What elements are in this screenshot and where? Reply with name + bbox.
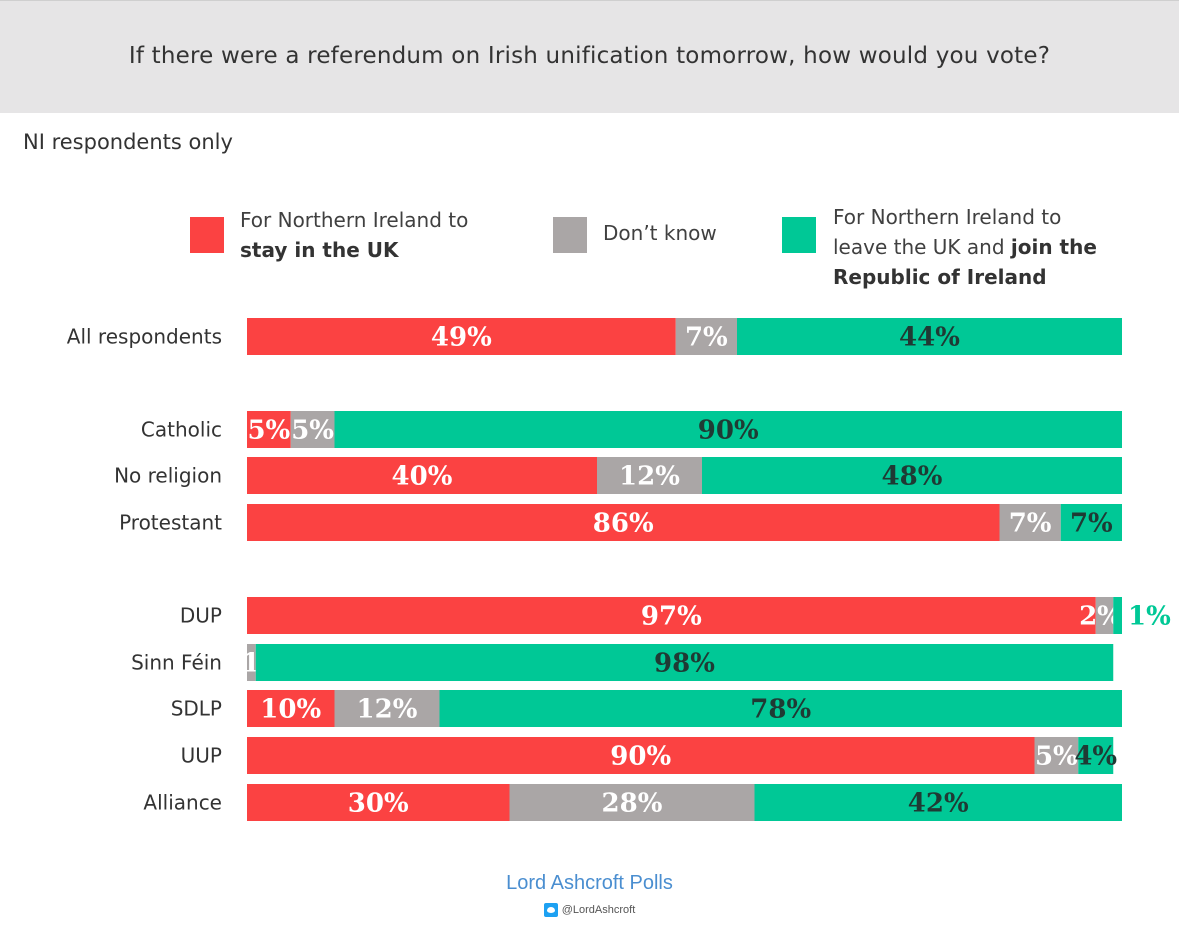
legend-swatch-join	[782, 217, 816, 253]
bar-stay-protestant	[247, 504, 1000, 541]
value-label-join-all-respondents: 44%	[899, 323, 960, 353]
value-label-dont-know-uup: 5%	[1035, 742, 1078, 772]
value-label-join-alliance: 42%	[908, 789, 969, 819]
value-label-dont-know-protestant: 7%	[1009, 509, 1052, 539]
bar-join-alliance	[754, 784, 1122, 821]
value-label-join-sinn-fein: 98%	[654, 649, 715, 679]
value-label-join-catholic: 90%	[698, 416, 759, 446]
bar-stay-uup	[247, 737, 1035, 774]
chart-title: If there were a referendum on Irish unif…	[128, 43, 1051, 69]
bar-join-dup	[1113, 597, 1122, 634]
twitter-icon	[543, 903, 558, 917]
value-label-stay-no-religion: 40%	[392, 462, 453, 492]
bar-stay-no-religion	[247, 457, 597, 494]
legend-stay-line1: For Northern Ireland to	[240, 208, 469, 232]
value-label-stay-all-respondents: 49%	[431, 323, 492, 353]
bar-dont-know-no-religion	[597, 457, 702, 494]
bar-dont-know-protestant	[999, 504, 1061, 541]
bar-dont-know-catholic	[290, 411, 335, 448]
value-label-stay-catholic: 5%	[247, 416, 290, 446]
bar-stay-all-respondents	[247, 318, 676, 355]
category-label-dup: DUP	[180, 604, 222, 628]
twitter-handle: @LordAshcroft	[561, 903, 636, 916]
bar-dont-know-sdlp	[334, 690, 440, 727]
bar-join-no-religion	[702, 457, 1122, 494]
value-label-stay-sdlp: 10%	[260, 695, 321, 725]
bar-join-uup	[1078, 737, 1114, 774]
legend-label-join: For Northern Ireland to leave the UK and…	[833, 202, 1097, 292]
legend-dont-know-line1: Don’t know	[603, 221, 717, 245]
legend-stay-line2: stay in the UK	[240, 238, 399, 262]
bar-join-catholic	[334, 411, 1122, 448]
footer-handle-row: @LordAshcroft	[0, 903, 1179, 917]
bar-join-sinn-fein	[255, 644, 1114, 681]
legend-swatch-dont-know	[553, 217, 587, 253]
bar-stay-alliance	[247, 784, 510, 821]
bar-stay-sdlp	[247, 690, 335, 727]
category-label-protestant: Protestant	[119, 511, 222, 535]
value-label-dont-know-catholic: 5%	[291, 416, 334, 446]
bar-join-protestant	[1060, 504, 1122, 541]
chart-subtitle: NI respondents only	[23, 130, 233, 154]
bar-stay-dup	[247, 597, 1096, 634]
bar-dont-know-uup	[1034, 737, 1079, 774]
bar-stay-catholic	[247, 411, 291, 448]
legend-label-dont-know: Don’t know	[603, 218, 717, 248]
category-label-all-respondents: All respondents	[67, 325, 222, 349]
footer-brand: Lord Ashcroft Polls	[506, 872, 673, 894]
value-label-stay-dup: 97%	[641, 602, 702, 632]
value-label-dont-know-alliance: 28%	[602, 789, 663, 819]
value-label-join-no-religion: 48%	[882, 462, 943, 492]
value-label-dont-know-sdlp: 12%	[357, 695, 418, 725]
value-label-dont-know-no-religion: 12%	[619, 462, 680, 492]
category-label-no-religion: No religion	[114, 464, 222, 488]
legend-join-line2-plain: leave the UK and	[833, 235, 1011, 259]
stacked-bar-chart: All respondents 49% 7% 44%Catholic 5% 5% 90%No…	[67, 318, 1171, 821]
value-label-stay-uup: 90%	[610, 742, 671, 772]
category-label-sinn-fein: Sinn Féin	[131, 651, 222, 675]
bar-dont-know-alliance	[509, 784, 755, 821]
legend-join-line1: For Northern Ireland to	[833, 205, 1062, 229]
value-label-join-protestant: 7%	[1070, 509, 1113, 539]
category-label-alliance: Alliance	[143, 791, 222, 815]
legend-label-stay: For Northern Ireland to stay in the UK	[240, 205, 468, 265]
legend-join-line3: Republic of Ireland	[833, 265, 1047, 289]
value-label-dont-know-all-respondents: 7%	[685, 323, 728, 353]
category-label-uup: UUP	[181, 744, 222, 768]
legend-swatch-stay	[190, 217, 224, 253]
value-label-stay-protestant: 86%	[593, 509, 654, 539]
bar-join-sdlp	[439, 690, 1122, 727]
category-label-catholic: Catholic	[141, 418, 222, 442]
value-label-join-uup: 4%	[1074, 742, 1117, 772]
bar-dont-know-sinn-fein	[247, 644, 256, 681]
title-banner: If there were a referendum on Irish unif…	[0, 0, 1179, 113]
bar-dont-know-dup	[1095, 597, 1114, 634]
value-label-join-sdlp: 78%	[750, 695, 811, 725]
bar-dont-know-all-respondents	[675, 318, 737, 355]
bar-join-all-respondents	[737, 318, 1122, 355]
value-label-join-dup: 1%	[1128, 602, 1171, 632]
category-label-sdlp: SDLP	[171, 697, 222, 721]
value-label-stay-alliance: 30%	[348, 789, 409, 819]
legend-join-line2-bold: join the	[1010, 235, 1097, 259]
